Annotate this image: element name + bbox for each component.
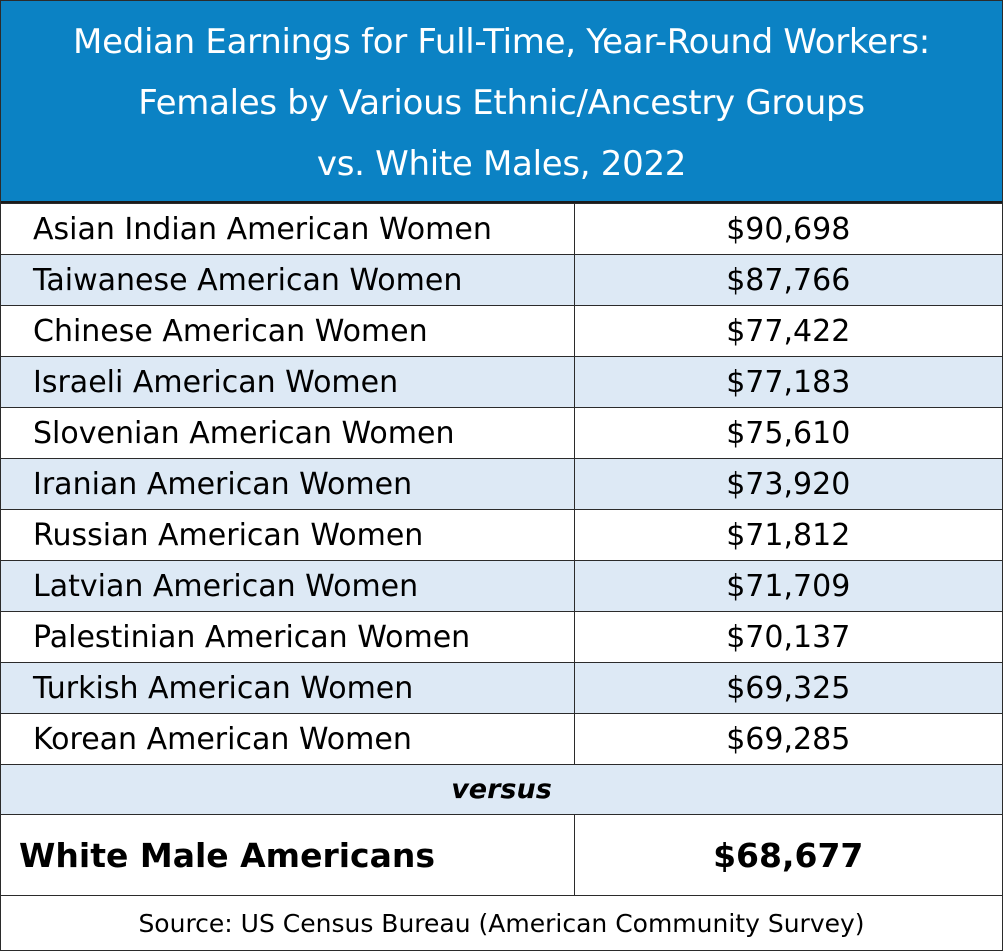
median-earnings: $71,709 [573, 560, 1002, 612]
group-name: Latvian American Women [1, 560, 575, 612]
median-earnings: $71,812 [573, 509, 1002, 561]
source-note: Source: US Census Bureau (American Commu… [1, 895, 1002, 950]
versus-row: versus [1, 764, 1002, 815]
reference-group: White Male Americans [1, 814, 575, 896]
reference-earnings: $68,677 [573, 814, 1002, 896]
median-earnings: $69,325 [573, 662, 1002, 714]
group-name: Israeli American Women [1, 356, 575, 408]
table-row: Russian American Women $71,812 [1, 509, 1002, 561]
table-row: Latvian American Women $71,709 [1, 560, 1002, 612]
group-name: Palestinian American Women [1, 611, 575, 663]
median-earnings: $87,766 [573, 254, 1002, 306]
group-name: Russian American Women [1, 509, 575, 561]
median-earnings: $73,920 [573, 458, 1002, 510]
table-row: Chinese American Women $77,422 [1, 305, 1002, 357]
reference-row: White Male Americans $68,677 [1, 814, 1002, 896]
source-row: Source: US Census Bureau (American Commu… [1, 895, 1002, 950]
median-earnings: $90,698 [573, 203, 1002, 255]
title-line-1: Median Earnings for Full-Time, Year-Roun… [73, 22, 930, 62]
table-row: Israeli American Women $77,183 [1, 356, 1002, 408]
title-line-3: vs. White Males, 2022 [316, 144, 687, 184]
group-name: Korean American Women [1, 713, 575, 765]
earnings-table: Asian Indian American Women $90,698 Taiwan… [1, 203, 1002, 950]
table-row: Iranian American Women $73,920 [1, 458, 1002, 510]
group-name: Taiwanese American Women [1, 254, 575, 306]
group-name: Asian Indian American Women [1, 203, 575, 255]
table-row: Slovenian American Women $75,610 [1, 407, 1002, 459]
title-line-2: Females by Various Ethnic/Ancestry Group… [138, 83, 865, 123]
group-name: Slovenian American Women [1, 407, 575, 459]
group-name: Turkish American Women [1, 662, 575, 714]
median-earnings: $70,137 [573, 611, 1002, 663]
table-title: Median Earnings for Full-Time, Year-Roun… [1, 1, 1002, 203]
median-earnings: $77,422 [573, 305, 1002, 357]
median-earnings: $69,285 [573, 713, 1002, 765]
median-earnings: $75,610 [573, 407, 1002, 459]
table-row: Turkish American Women $69,325 [1, 662, 1002, 714]
table-row: Palestinian American Women $70,137 [1, 611, 1002, 663]
median-earnings: $77,183 [573, 356, 1002, 408]
table-row: Taiwanese American Women $87,766 [1, 254, 1002, 306]
group-name: Iranian American Women [1, 458, 575, 510]
group-name: Chinese American Women [1, 305, 575, 357]
table-body: Asian Indian American Women $90,698 Taiwan… [1, 203, 1002, 950]
versus-label: versus [1, 764, 1002, 815]
table-row: Asian Indian American Women $90,698 [1, 203, 1002, 255]
table-row: Korean American Women $69,285 [1, 713, 1002, 765]
